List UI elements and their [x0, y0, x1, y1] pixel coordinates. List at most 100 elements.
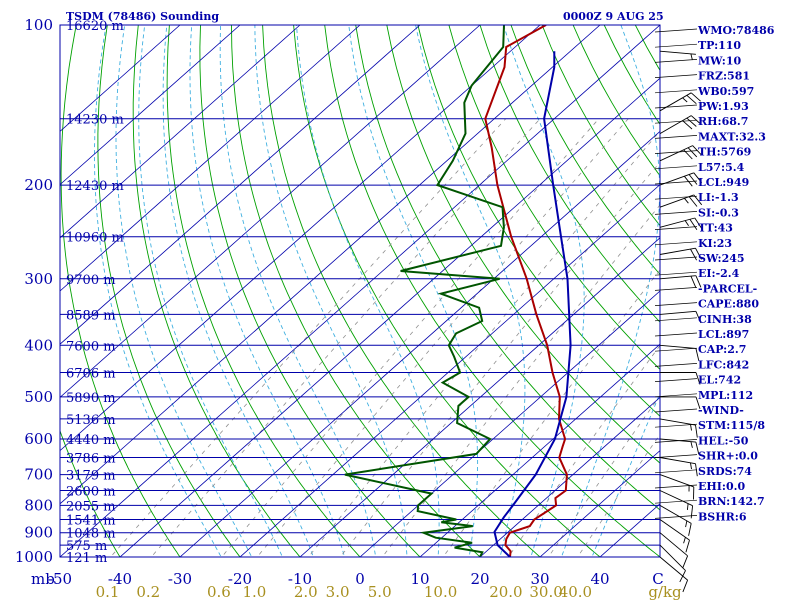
wind-barb-feather [689, 218, 698, 231]
temperature-tick-label: 10 [410, 570, 429, 588]
index-leader [654, 423, 698, 428]
isotherm-line [119, 77, 660, 557]
mixing-ratio-tick-label: 40.0 [559, 583, 592, 600]
dry-adiabat [510, 25, 660, 275]
index-item: MAXT:32.3 [654, 130, 766, 143]
index-leader [654, 454, 698, 458]
wind-barb-feather [685, 539, 690, 553]
wind-barb-feather [695, 247, 702, 260]
isotherm-line [479, 396, 660, 557]
wind-barb-shaft [659, 505, 692, 524]
index-item: FRZ:581 [654, 70, 750, 83]
wind-barb [660, 372, 701, 385]
pressure-tick-label: 1000 [15, 548, 53, 566]
mixing-ratio-tick-label: 20.0 [489, 583, 522, 600]
index-value: -PARCEL- [698, 282, 757, 295]
wind-barb-feather [687, 147, 698, 158]
index-leader [654, 89, 698, 94]
wind-barb [660, 396, 701, 410]
wind-barb-shaft [659, 344, 696, 349]
wind-barb-feather [692, 145, 702, 156]
dewpoint-trace [344, 25, 505, 557]
pressure-tick-label: 900 [24, 524, 53, 542]
wind-barb [659, 519, 690, 553]
wind-barb [659, 275, 702, 288]
wind-barb [659, 310, 702, 324]
isotherm-line [60, 25, 241, 186]
wind-barb [659, 418, 698, 438]
index-value: TP:110 [698, 39, 741, 52]
index-item: BRN:142.7 [654, 495, 765, 508]
index-leader [654, 74, 698, 78]
height-label: 575 m [66, 539, 107, 554]
index-item: SW:245 [654, 252, 745, 265]
height-label: 1048 m [66, 527, 116, 542]
height-label: 6706 m [66, 367, 116, 382]
height-label: 4440 m [66, 433, 116, 448]
index-leader [654, 150, 698, 154]
index-leader [654, 226, 698, 230]
index-value: EI:-2.4 [698, 267, 740, 280]
pressure-tick-label: 300 [24, 270, 53, 288]
wind-barb [659, 532, 689, 568]
wind-barb-feather [695, 311, 702, 324]
height-label: 3179 m [66, 469, 116, 484]
mixing-ratio-line [339, 161, 660, 557]
index-leader [654, 469, 698, 474]
wind-barb [659, 556, 689, 593]
index-leader [654, 165, 698, 170]
dry-adiabat [448, 25, 660, 370]
height-label: 8589 m [66, 308, 116, 323]
pressure-tick-label: 500 [24, 388, 53, 406]
index-item: -PARCEL- [654, 282, 757, 295]
index-item: TT:43 [654, 222, 733, 235]
mixing-ratio-tick-label: 0.2 [136, 583, 160, 600]
pressure-tick-label: 200 [24, 176, 53, 194]
height-label: 121 m [66, 551, 107, 566]
index-leader [654, 287, 698, 291]
pressure-tick-label: 100 [24, 16, 53, 34]
index-value: LCL:949 [698, 176, 749, 189]
index-item: EI:-2.4 [654, 267, 740, 280]
index-leader [654, 363, 698, 367]
index-item: L57:5.4 [654, 161, 745, 174]
dry-adiabat [60, 25, 181, 557]
dry-adiabat [417, 25, 660, 417]
isotherm-line [60, 25, 481, 398]
wind-barb-shaft [659, 310, 696, 315]
isotherm-line [539, 450, 660, 557]
moist-adiabat [560, 25, 660, 557]
wind-barb-shaft [659, 247, 696, 255]
index-item: WB0:597 [654, 85, 754, 98]
wind-barb-half-feather [690, 424, 692, 431]
index-leader [654, 28, 698, 33]
index-value: WMO:78486 [697, 24, 775, 37]
moist-adiabat [138, 25, 283, 557]
mixing-ratio-tick-label: 2.0 [294, 583, 318, 600]
dry-adiabat [386, 25, 660, 464]
dry-adiabat [132, 25, 301, 557]
index-leader [654, 378, 698, 382]
wind-barb-shaft [659, 474, 694, 488]
wind-barb-feather [695, 396, 701, 410]
index-leader [654, 256, 698, 261]
index-item: STM:115/8 [654, 419, 765, 432]
index-value: SW:245 [698, 252, 745, 265]
dry-adiabat [60, 429, 121, 557]
wind-barb-half-feather [684, 220, 689, 227]
index-value: LCL:897 [698, 328, 749, 341]
index-leader [654, 408, 698, 413]
wind-barb-half-feather [690, 462, 692, 470]
moist-adiabat [415, 25, 526, 557]
temperature-trace [484, 25, 568, 557]
wind-barb-feather [682, 579, 689, 593]
index-leader [654, 515, 698, 519]
wind-barb-shaft [659, 50, 696, 55]
wind-barb [659, 247, 702, 261]
index-leader [654, 393, 698, 398]
index-value: SI:-0.3 [698, 206, 739, 219]
pressure-tick-label: 800 [24, 496, 53, 514]
dry-adiabat [760, 25, 800, 568]
wind-barb-feather [682, 555, 689, 568]
